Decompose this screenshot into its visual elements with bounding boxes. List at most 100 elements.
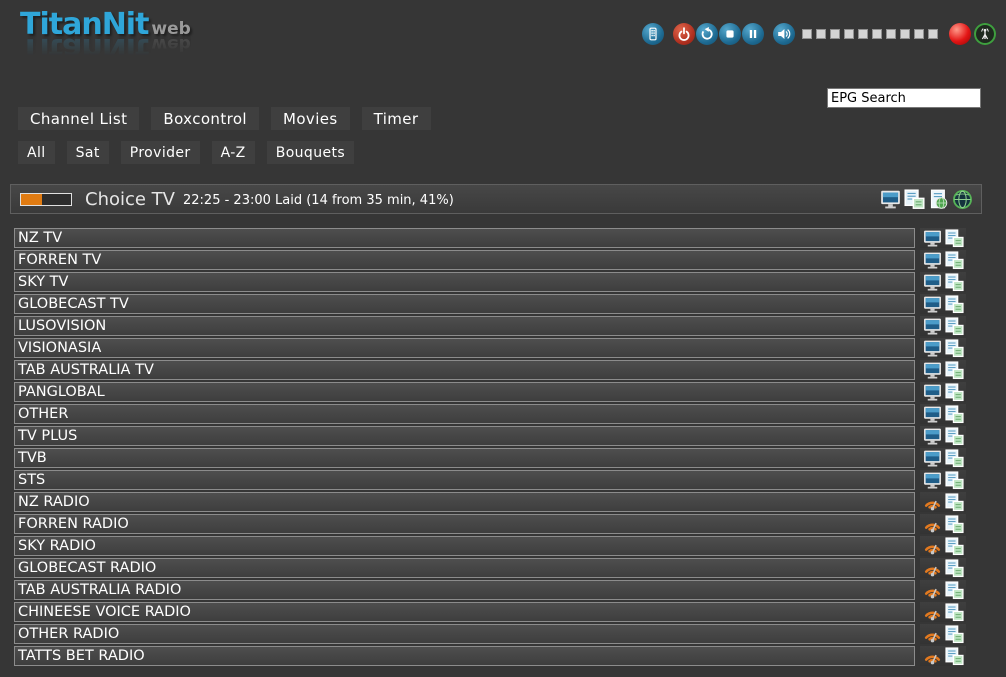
tv-icon[interactable] — [923, 229, 942, 248]
filter-all[interactable]: All — [18, 141, 55, 164]
epg-icon[interactable] — [944, 404, 964, 424]
epg-icon[interactable] — [944, 316, 964, 336]
now-playing-actions — [880, 188, 973, 210]
epg-icon[interactable] — [944, 382, 964, 402]
tv-icon[interactable] — [923, 405, 942, 424]
remote-icon-button[interactable] — [642, 23, 664, 45]
volume-segment[interactable] — [872, 29, 882, 39]
tv-icon[interactable] — [923, 251, 942, 270]
epg-icon[interactable] — [944, 470, 964, 490]
volume-segment[interactable] — [816, 29, 826, 39]
filter-a-z[interactable]: A-Z — [211, 141, 255, 164]
radio-icon[interactable] — [923, 581, 942, 600]
epg-icon[interactable] — [944, 536, 964, 556]
epg-search-input[interactable] — [827, 88, 981, 108]
channel-name[interactable]: NZ TV — [14, 228, 915, 248]
volume-segment[interactable] — [928, 29, 938, 39]
volume-segment[interactable] — [914, 29, 924, 39]
tab-timer[interactable]: Timer — [361, 107, 431, 130]
tab-channel-list[interactable]: Channel List — [18, 107, 140, 130]
channel-name[interactable]: SKY RADIO — [14, 536, 915, 556]
channel-name[interactable]: OTHER — [14, 404, 915, 424]
epg-icon[interactable] — [944, 426, 964, 446]
channel-name[interactable]: LUSOVISION — [14, 316, 915, 336]
volume-segment[interactable] — [900, 29, 910, 39]
web-epg-icon-button[interactable] — [928, 189, 949, 210]
epg-icon[interactable] — [944, 514, 964, 534]
tv-icon[interactable] — [923, 295, 942, 314]
stream-globe-icon-button[interactable] — [952, 189, 973, 210]
channel-row-actions — [920, 272, 966, 292]
radio-icon[interactable] — [923, 647, 942, 666]
epg-icon[interactable] — [944, 228, 964, 248]
channel-row-actions — [920, 250, 966, 270]
power-icon-button[interactable] — [673, 23, 695, 45]
volume-segment[interactable] — [886, 29, 896, 39]
channel-name[interactable]: TATTS BET RADIO — [14, 646, 915, 666]
epg-icon[interactable] — [944, 338, 964, 358]
channel-name[interactable]: GLOBECAST TV — [14, 294, 915, 314]
epg-icon[interactable] — [944, 580, 964, 600]
channel-row: GLOBECAST TV — [14, 294, 966, 314]
radio-icon[interactable] — [923, 625, 942, 644]
stream-icon-button[interactable] — [974, 23, 996, 45]
tv-icon[interactable] — [923, 449, 942, 468]
tab-movies[interactable]: Movies — [271, 107, 350, 130]
radio-icon[interactable] — [923, 515, 942, 534]
epg-list-icon-button[interactable] — [904, 188, 925, 210]
channel-name[interactable]: TV PLUS — [14, 426, 915, 446]
epg-icon[interactable] — [944, 250, 964, 270]
channel-name[interactable]: TAB AUSTRALIA RADIO — [14, 580, 915, 600]
volume-segment[interactable] — [858, 29, 868, 39]
filter-sat[interactable]: Sat — [66, 141, 109, 164]
tv-icon[interactable] — [923, 339, 942, 358]
channel-name[interactable]: FORREN TV — [14, 250, 915, 270]
channel-name[interactable]: TAB AUSTRALIA TV — [14, 360, 915, 380]
tv-icon[interactable] — [923, 361, 942, 380]
tv-icon[interactable] — [923, 383, 942, 402]
refresh-icon-button[interactable] — [696, 23, 718, 45]
tv-icon[interactable] — [923, 317, 942, 336]
channel-row-actions — [920, 228, 966, 248]
tab-boxcontrol[interactable]: Boxcontrol — [151, 107, 259, 130]
volume-segment[interactable] — [802, 29, 812, 39]
epg-icon[interactable] — [944, 272, 964, 292]
epg-icon[interactable] — [944, 492, 964, 512]
channel-name[interactable]: NZ RADIO — [14, 492, 915, 512]
channel-name[interactable]: PANGLOBAL — [14, 382, 915, 402]
tv-icon[interactable] — [923, 471, 942, 490]
radio-icon[interactable] — [923, 603, 942, 622]
epg-icon[interactable] — [944, 360, 964, 380]
radio-icon[interactable] — [923, 559, 942, 578]
epg-icon[interactable] — [944, 448, 964, 468]
channel-name[interactable]: SKY TV — [14, 272, 915, 292]
epg-icon[interactable] — [944, 558, 964, 578]
filter-provider[interactable]: Provider — [120, 141, 200, 164]
channel-row-actions — [920, 316, 966, 336]
epg-icon[interactable] — [944, 646, 964, 666]
record-icon-button[interactable] — [949, 23, 971, 45]
channel-row-actions — [920, 470, 966, 490]
channel-name[interactable]: STS — [14, 470, 915, 490]
radio-icon[interactable] — [923, 493, 942, 512]
epg-icon[interactable] — [944, 294, 964, 314]
radio-icon[interactable] — [923, 537, 942, 556]
tv-icon[interactable] — [923, 427, 942, 446]
epg-icon[interactable] — [944, 624, 964, 644]
volume-segment[interactable] — [844, 29, 854, 39]
channel-name[interactable]: CHINEESE VOICE RADIO — [14, 602, 915, 622]
filter-bouquets[interactable]: Bouquets — [266, 141, 355, 164]
speaker-icon — [778, 29, 791, 39]
tv-icon[interactable] — [923, 273, 942, 292]
channel-name[interactable]: VISIONASIA — [14, 338, 915, 358]
volume-segment[interactable] — [830, 29, 840, 39]
epg-icon[interactable] — [944, 602, 964, 622]
channel-name[interactable]: TVB — [14, 448, 915, 468]
pause-icon-button[interactable] — [742, 23, 764, 45]
channel-name[interactable]: GLOBECAST RADIO — [14, 558, 915, 578]
channel-name[interactable]: FORREN RADIO — [14, 514, 915, 534]
stop-icon-button[interactable] — [719, 23, 741, 45]
volume-icon-button[interactable] — [773, 23, 795, 45]
zap-tv-icon-button[interactable] — [880, 189, 901, 210]
channel-name[interactable]: OTHER RADIO — [14, 624, 915, 644]
